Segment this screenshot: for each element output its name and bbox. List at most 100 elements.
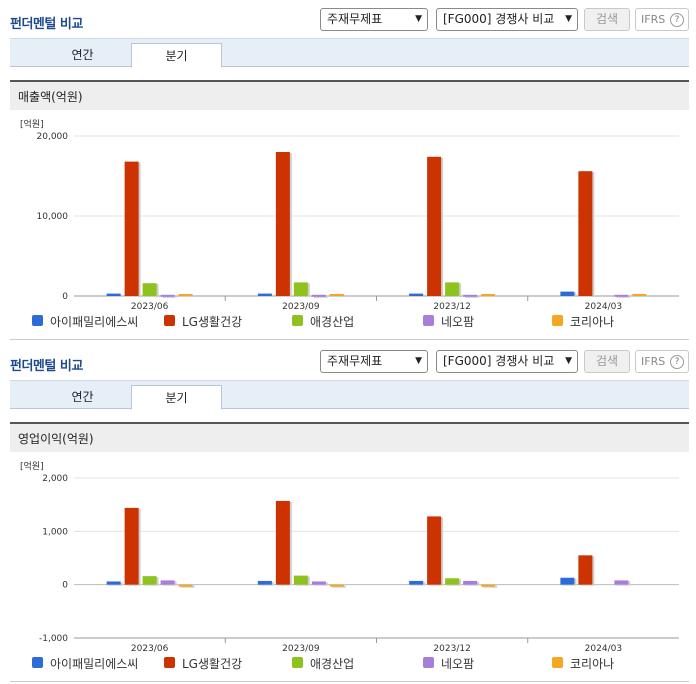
panel-title: 펀더멘털 비교 xyxy=(10,359,83,374)
fundamental-panel-operating-profit: 펀더멘털 비교 주재무제표 ▼ [FG000] 경쟁사 비교 ▼ 검색 IFRS… xyxy=(0,342,696,684)
bar xyxy=(257,580,272,585)
bar xyxy=(409,580,424,585)
chevron-down-icon: ▼ xyxy=(565,356,572,366)
bar xyxy=(560,291,575,296)
y-tick-label: 0 xyxy=(62,581,68,591)
ifrs-help-button[interactable]: IFRS ? xyxy=(635,350,689,373)
y-tick-label: 1,000 xyxy=(42,527,68,537)
operating-profit-chart-svg: [억원] -1,000 0 1,000 2,000 2023/06 2023/09 2023/… xyxy=(20,460,679,652)
tab-yearly[interactable]: 연간 xyxy=(71,390,94,404)
bar xyxy=(409,293,424,296)
legend-swatch xyxy=(32,315,43,326)
legend-swatch xyxy=(552,657,563,668)
compare-select-value: [FG000] 경쟁사 비교 xyxy=(443,354,555,368)
bar xyxy=(106,293,121,296)
search-button[interactable]: 검색 xyxy=(584,350,630,373)
bar xyxy=(178,584,193,587)
bar xyxy=(293,282,308,296)
legend-swatch xyxy=(423,657,434,668)
y-axis-unit-label: [억원] xyxy=(20,460,44,472)
section-header: 매출액(억원) xyxy=(10,80,689,110)
ifrs-label: IFRS xyxy=(641,355,666,368)
legend-label: 애경산업 xyxy=(310,315,355,329)
tab-quarterly[interactable]: 분기 xyxy=(131,43,222,68)
y-tick-label: 0 xyxy=(62,292,68,302)
bar xyxy=(257,293,272,296)
bar-shadow xyxy=(483,585,498,588)
section-title: 매출액(억원) xyxy=(18,90,83,104)
bar xyxy=(142,283,157,296)
section-title: 영업이익(억원) xyxy=(18,432,94,446)
chevron-down-icon: ▼ xyxy=(415,14,422,24)
x-tick-label: 2024/03 xyxy=(585,644,622,652)
bar xyxy=(160,580,175,585)
fundamental-panel-revenue: 펀더멘털 비교 주재무제표 ▼ [FG000] 경쟁사 비교 ▼ 검색 IFRS… xyxy=(10,8,689,340)
statement-select[interactable]: 주재무제표 ▼ xyxy=(320,350,428,373)
chart-legend: 아이패밀리에스씨 LG생활건강 애경산업 네오팜 코리아나 xyxy=(10,655,689,673)
legend-swatch xyxy=(423,315,434,326)
bar xyxy=(578,171,593,296)
bar xyxy=(106,581,121,585)
legend-label: 코리아나 xyxy=(570,315,615,329)
bar xyxy=(481,584,496,587)
period-tabs: 연간 분기 xyxy=(10,380,689,410)
bar xyxy=(427,516,442,585)
bar xyxy=(445,282,460,296)
bar xyxy=(578,555,593,585)
search-button[interactable]: 검색 xyxy=(584,8,630,31)
bar xyxy=(614,294,629,297)
x-tick-label: 2024/03 xyxy=(585,302,622,310)
legend-swatch xyxy=(164,657,175,668)
x-tick-label: 2023/12 xyxy=(433,644,470,652)
bar xyxy=(124,161,139,296)
x-tick-label: 2023/06 xyxy=(131,302,169,310)
ifrs-help-button[interactable]: IFRS ? xyxy=(635,8,689,31)
legend-swatch xyxy=(32,657,43,668)
legend-label: 아이패밀리에스씨 xyxy=(50,315,139,329)
legend-label: LG생활건강 xyxy=(182,315,243,329)
bar xyxy=(275,152,290,296)
x-tick-label: 2023/06 xyxy=(131,644,169,652)
bar xyxy=(445,578,460,585)
legend-swatch xyxy=(292,315,303,326)
bar xyxy=(275,500,290,585)
bar xyxy=(178,294,193,296)
x-tick-label: 2023/09 xyxy=(282,644,320,652)
x-tick-label: 2023/12 xyxy=(433,302,470,310)
compare-select[interactable]: [FG000] 경쟁사 비교 ▼ xyxy=(436,8,578,31)
bar xyxy=(293,575,308,585)
section-header: 영업이익(억원) xyxy=(10,422,689,452)
bar xyxy=(463,294,478,297)
ifrs-label: IFRS xyxy=(641,13,666,26)
bar-shadow xyxy=(180,585,195,588)
bar xyxy=(142,576,157,585)
legend-swatch xyxy=(164,315,175,326)
chart-legend: 아이패밀리에스씨 LG생활건강 애경산업 네오팜 코리아나 xyxy=(10,313,689,331)
help-icon: ? xyxy=(670,355,684,369)
bar xyxy=(463,580,478,585)
legend-label: 애경산업 xyxy=(310,657,355,671)
bar xyxy=(632,294,647,296)
bar xyxy=(427,156,442,296)
tab-quarterly[interactable]: 분기 xyxy=(131,385,222,410)
operating-profit-chart: [억원] -1,000 0 1,000 2,000 2023/06 2023/09 2023/… xyxy=(10,452,689,682)
statement-select-value: 주재무제표 xyxy=(327,12,383,26)
y-axis-unit-label: [억원] xyxy=(20,118,44,130)
legend-label: LG생활건강 xyxy=(182,657,243,671)
y-tick-label: 20,000 xyxy=(37,132,69,142)
bar xyxy=(329,294,344,296)
bar xyxy=(160,294,175,297)
legend-label: 네오팜 xyxy=(441,315,475,329)
tab-yearly[interactable]: 연간 xyxy=(71,48,94,62)
bar xyxy=(329,584,344,587)
statement-select[interactable]: 주재무제표 ▼ xyxy=(320,8,428,31)
help-icon: ? xyxy=(670,13,684,27)
revenue-chart-svg: [억원] 0 10,000 20,000 2023/06 2023/09 2023/12 20… xyxy=(20,118,679,310)
bar xyxy=(311,294,326,297)
y-tick-label: 10,000 xyxy=(37,212,69,222)
legend-label: 아이패밀리에스씨 xyxy=(50,657,139,671)
bar xyxy=(560,577,575,585)
compare-select-value: [FG000] 경쟁사 비교 xyxy=(443,12,555,26)
compare-select[interactable]: [FG000] 경쟁사 비교 ▼ xyxy=(436,350,578,373)
legend-label: 네오팜 xyxy=(441,657,475,671)
